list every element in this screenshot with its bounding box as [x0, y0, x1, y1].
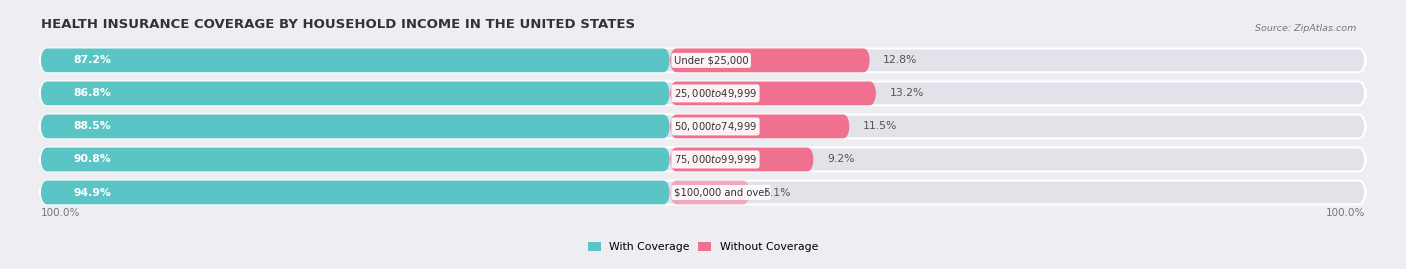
- FancyBboxPatch shape: [41, 82, 669, 105]
- FancyBboxPatch shape: [41, 180, 669, 204]
- Text: $50,000 to $74,999: $50,000 to $74,999: [673, 120, 756, 133]
- FancyBboxPatch shape: [669, 148, 814, 171]
- Text: 94.9%: 94.9%: [73, 187, 111, 197]
- Text: HEALTH INSURANCE COVERAGE BY HOUSEHOLD INCOME IN THE UNITED STATES: HEALTH INSURANCE COVERAGE BY HOUSEHOLD I…: [41, 18, 634, 31]
- Text: 13.2%: 13.2%: [890, 89, 924, 98]
- Text: 88.5%: 88.5%: [73, 121, 111, 132]
- Text: $25,000 to $49,999: $25,000 to $49,999: [673, 87, 756, 100]
- FancyBboxPatch shape: [669, 180, 749, 204]
- FancyBboxPatch shape: [41, 148, 669, 171]
- Text: 90.8%: 90.8%: [73, 154, 111, 164]
- FancyBboxPatch shape: [669, 82, 876, 105]
- FancyBboxPatch shape: [41, 48, 669, 72]
- FancyBboxPatch shape: [41, 148, 1365, 171]
- FancyBboxPatch shape: [41, 180, 1365, 204]
- Legend: With Coverage, Without Coverage: With Coverage, Without Coverage: [583, 238, 823, 257]
- FancyBboxPatch shape: [41, 115, 1365, 138]
- FancyBboxPatch shape: [41, 48, 1365, 72]
- Text: 12.8%: 12.8%: [883, 55, 918, 65]
- Text: 9.2%: 9.2%: [827, 154, 855, 164]
- Text: 86.8%: 86.8%: [73, 89, 111, 98]
- FancyBboxPatch shape: [669, 115, 849, 138]
- Text: $100,000 and over: $100,000 and over: [673, 187, 768, 197]
- FancyBboxPatch shape: [41, 82, 1365, 105]
- Text: Source: ZipAtlas.com: Source: ZipAtlas.com: [1256, 24, 1357, 33]
- FancyBboxPatch shape: [41, 115, 669, 138]
- Text: 100.0%: 100.0%: [41, 208, 80, 218]
- FancyBboxPatch shape: [669, 48, 870, 72]
- Text: 5.1%: 5.1%: [763, 187, 790, 197]
- Text: $75,000 to $99,999: $75,000 to $99,999: [673, 153, 756, 166]
- Text: 11.5%: 11.5%: [863, 121, 897, 132]
- Text: Under $25,000: Under $25,000: [673, 55, 748, 65]
- Text: 100.0%: 100.0%: [1326, 208, 1365, 218]
- Text: 87.2%: 87.2%: [73, 55, 111, 65]
